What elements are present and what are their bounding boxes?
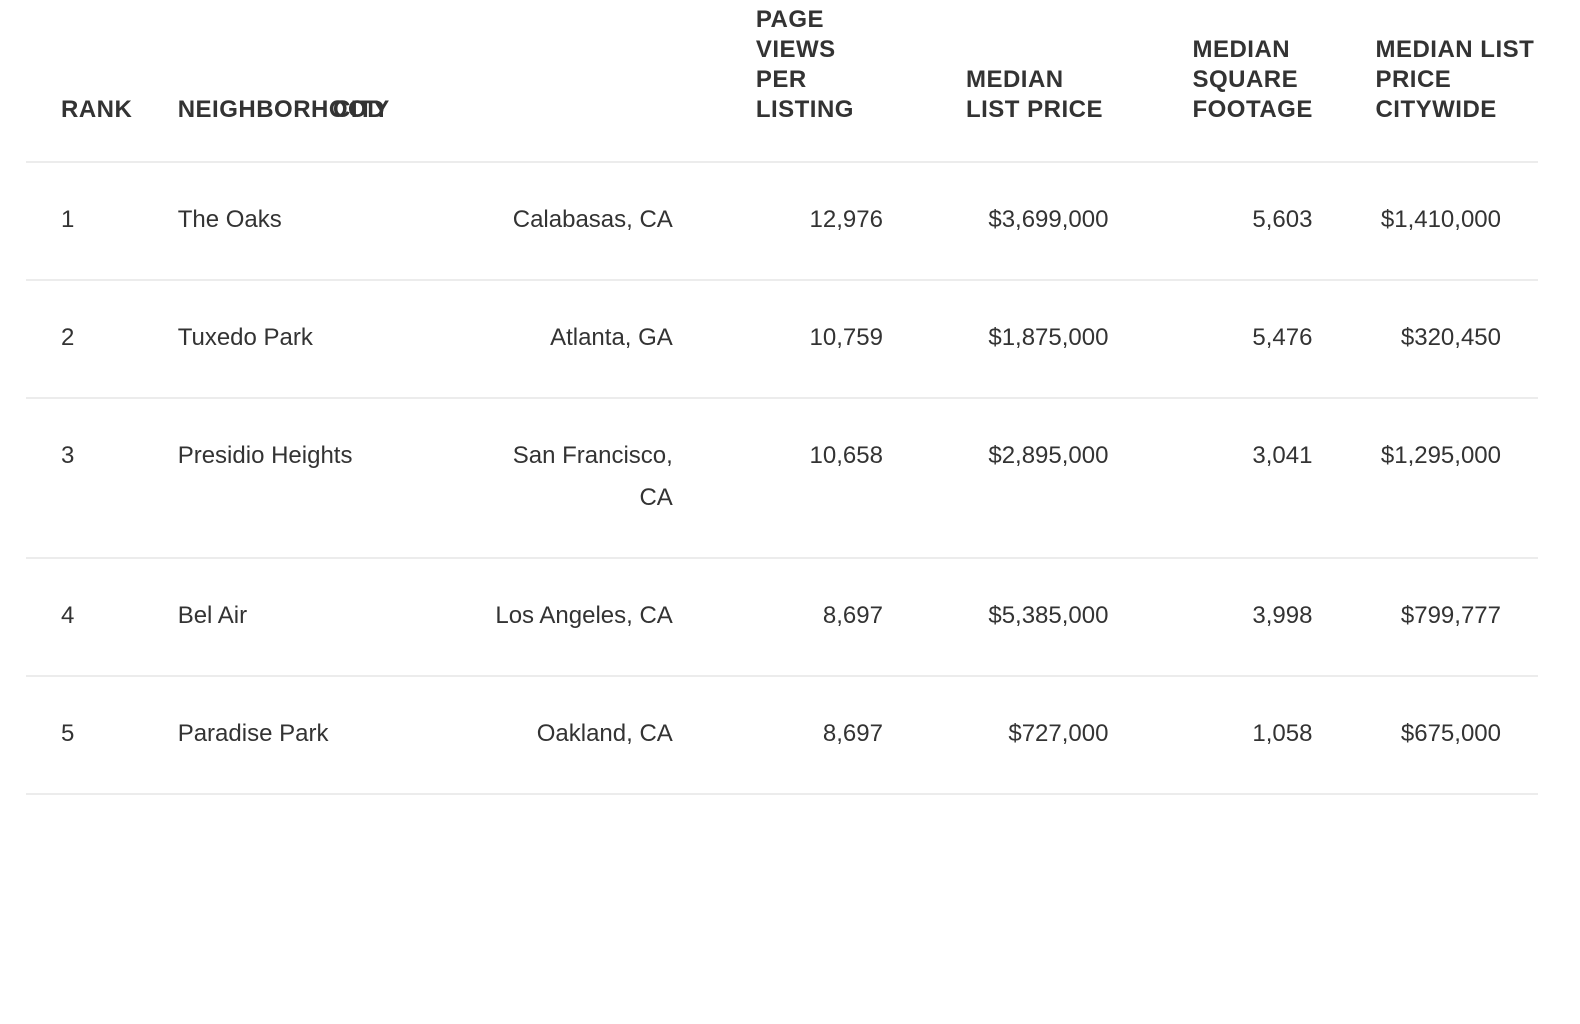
header-median-list-price-citywide: MEDIAN LIST PRICE CITYWIDE	[1312, 0, 1538, 163]
header-median-square-footage: MEDIAN SQUARE FOOTAGE	[1108, 0, 1313, 163]
cell-page-views: 10,658	[672, 398, 883, 559]
header-row: RANK NEIGHBORHOOD CITY PAGE VIEWS PER LI…	[26, 0, 1538, 163]
cell-median-list-price-citywide: $320,450	[1312, 280, 1538, 399]
cell-median-list-price-citywide: $799,777	[1312, 558, 1538, 677]
table-row: 4 Bel Air Los Angeles, CA 8,697 $5,385,000 3,…	[26, 558, 1538, 677]
table-row: 5 Paradise Park Oakland, CA 8,697 $727,000 1,…	[26, 676, 1538, 795]
cell-city: Calabasas, CA	[478, 162, 673, 281]
table-row: 2 Tuxedo Park Atlanta, GA 10,759 $1,875,000 5…	[26, 280, 1538, 399]
table-row: 3 Presidio Heights San Francisco, CA 10,658…	[26, 398, 1538, 559]
cell-median-list-price-citywide: $1,410,000	[1312, 162, 1538, 281]
cell-median-square-footage: 5,476	[1108, 280, 1313, 399]
header-page-views: PAGE VIEWS PER LISTING	[672, 0, 883, 163]
cell-median-list-price: $727,000	[882, 676, 1109, 795]
cell-median-list-price: $1,875,000	[882, 280, 1109, 399]
cell-page-views: 8,697	[672, 676, 883, 795]
cell-median-list-price: $2,895,000	[882, 398, 1109, 559]
cell-page-views: 12,976	[672, 162, 883, 281]
header-neighborhood: NEIGHBORHOOD	[177, 0, 479, 163]
cell-median-square-footage: 1,058	[1108, 676, 1313, 795]
cell-rank: 1	[26, 162, 178, 281]
cell-page-views: 10,759	[672, 280, 883, 399]
cell-neighborhood: Tuxedo Park	[177, 280, 479, 399]
neighborhood-ranking-table: RANK NEIGHBORHOOD CITY PAGE VIEWS PER LI…	[26, 0, 1538, 795]
cell-neighborhood: The Oaks	[177, 162, 479, 281]
cell-median-square-footage: 5,603	[1108, 162, 1313, 281]
header-median-list-price: MEDIAN LIST PRICE	[882, 0, 1109, 163]
table-body: 1 The Oaks Calabasas, CA 12,976 $3,699,000 5,…	[26, 162, 1538, 795]
cell-neighborhood: Paradise Park	[177, 676, 479, 795]
cell-median-list-price: $3,699,000	[882, 162, 1109, 281]
cell-median-square-footage: 3,041	[1108, 398, 1313, 559]
cell-median-list-price: $5,385,000	[882, 558, 1109, 677]
header-rank: RANK	[26, 0, 178, 163]
cell-city: Atlanta, GA	[478, 280, 673, 399]
neighborhood-ranking-table-container: RANK NEIGHBORHOOD CITY PAGE VIEWS PER LI…	[26, 0, 1538, 795]
cell-city: San Francisco, CA	[478, 398, 673, 559]
cell-median-list-price-citywide: $1,295,000	[1312, 398, 1538, 559]
cell-city: Oakland, CA	[478, 676, 673, 795]
cell-rank: 4	[26, 558, 178, 677]
cell-median-list-price-citywide: $675,000	[1312, 676, 1538, 795]
cell-page-views: 8,697	[672, 558, 883, 677]
table-header: RANK NEIGHBORHOOD CITY PAGE VIEWS PER LI…	[26, 0, 1538, 163]
header-city: CITY	[333, 0, 673, 163]
cell-median-square-footage: 3,998	[1108, 558, 1313, 677]
cell-rank: 5	[26, 676, 178, 795]
header-city-label: CITY	[333, 96, 390, 123]
cell-city: Los Angeles, CA	[478, 558, 673, 677]
cell-rank: 3	[26, 398, 178, 559]
cell-neighborhood: Presidio Heights	[177, 398, 479, 559]
table-row: 1 The Oaks Calabasas, CA 12,976 $3,699,000 5,…	[26, 162, 1538, 281]
cell-rank: 2	[26, 280, 178, 399]
cell-neighborhood: Bel Air	[177, 558, 479, 677]
